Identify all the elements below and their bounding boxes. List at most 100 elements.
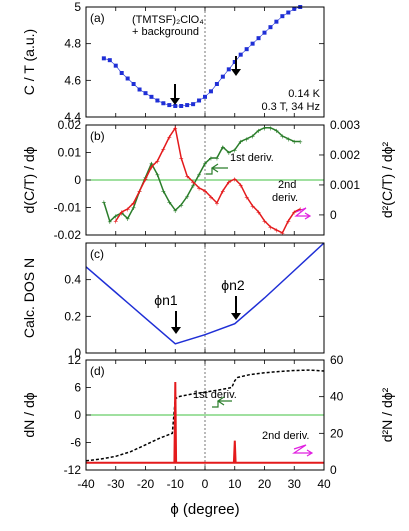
y-tick-label: 6 [74,381,81,395]
legend-arrow [292,444,314,457]
data-point: + [292,208,297,217]
data-point: + [173,124,178,133]
data-point: + [209,193,214,202]
y-right-tick-label: 40 [330,390,344,404]
data-point: + [256,208,261,217]
data-point [232,60,237,64]
x-tick-label: -40 [77,477,95,491]
arrow-head [171,327,181,334]
data-point [292,6,297,11]
data-point: + [155,157,160,166]
panel-label: (c) [90,247,104,261]
data-point: + [167,133,172,142]
y-tick-label: -0.01 [54,201,82,215]
data-point: + [173,206,178,215]
data-point: + [113,217,118,226]
panel-label: (d) [90,364,105,378]
data-point: + [221,187,226,196]
data-point [107,58,112,63]
legend-arrow [212,396,232,408]
plot-frame [85,124,325,236]
data-point: + [102,198,107,207]
data-point [101,56,106,61]
y-tick-label: 0.02 [58,118,82,132]
data-point: + [280,229,285,238]
series-line [115,126,301,234]
y-tick-label: 0 [74,408,81,422]
data-point [280,14,285,19]
data-point: + [244,135,249,144]
data-point [191,102,196,107]
data-point: + [262,124,267,133]
data-point [256,36,261,41]
plot-frame [85,6,325,118]
data-point: + [149,163,154,172]
x-tick-label: 0 [202,477,209,491]
data-point: + [274,127,279,136]
data-point [179,104,184,108]
series-line [85,369,325,462]
data-point: + [256,127,261,136]
y-axis-label: Calc. DOS N [21,258,37,338]
data-point: + [221,143,226,152]
data-point: + [232,146,237,155]
data-point [197,98,202,103]
y-tick-label: -6 [70,436,81,450]
data-point: + [292,138,297,147]
x-axis-label: ϕ (degree) [170,501,239,518]
data-point [208,89,213,94]
y-axis-label-right: d²(C/T) / dϕ² [379,142,395,219]
y-axis-label: dN / dϕ [21,392,37,437]
panel-label: (a) [90,11,105,25]
data-point [214,82,219,86]
legend-arrow [206,163,228,175]
x-tick-label: -10 [167,477,185,491]
annotation-text: 1st deriv. [193,389,237,401]
y-tick-label: 0.4 [64,273,81,287]
data-point: + [179,201,184,210]
annotation-text: 2nd [278,179,296,191]
data-point: + [167,198,172,207]
y-tick-label: 0 [74,346,81,360]
data-point [131,82,136,86]
data-point [125,76,130,81]
x-tick-label: -30 [107,477,125,491]
annotation-text: ϕn2 [221,277,245,293]
data-point: + [161,145,166,154]
data-point: + [119,209,124,218]
series-line [86,381,324,464]
data-point [226,67,231,72]
annotation-text: + background [132,26,199,38]
data-point [262,30,267,35]
panel-label: (b) [90,129,105,143]
y-tick-label: 5 [74,0,81,14]
data-point: + [155,171,160,180]
y-tick-label: 12 [68,353,82,367]
data-point: + [226,178,231,187]
y-tick-label: -0.02 [54,228,82,242]
data-point: + [143,175,148,184]
series-line [103,127,301,223]
data-point: + [238,138,243,147]
data-point [250,41,255,46]
y-right-tick-label: 0.002 [330,148,360,162]
data-point: + [215,199,220,208]
data-point: + [203,187,208,196]
data-point: + [268,223,273,232]
data-point: + [191,178,196,187]
series-line [103,6,301,107]
data-point: + [238,181,243,190]
data-point [268,25,273,30]
data-point: + [280,132,285,141]
y-axis-label-right: d²N / dϕ² [379,387,395,442]
data-point [220,74,225,79]
y-right-tick-label: 0.003 [330,118,360,132]
data-point: + [125,215,130,224]
data-point: + [262,217,267,226]
data-point: + [149,160,154,169]
data-point: + [226,149,231,158]
x-tick-label: 10 [228,477,242,491]
data-point: + [161,187,166,196]
data-point: + [197,171,202,180]
y-tick-label: 4.4 [64,110,81,124]
